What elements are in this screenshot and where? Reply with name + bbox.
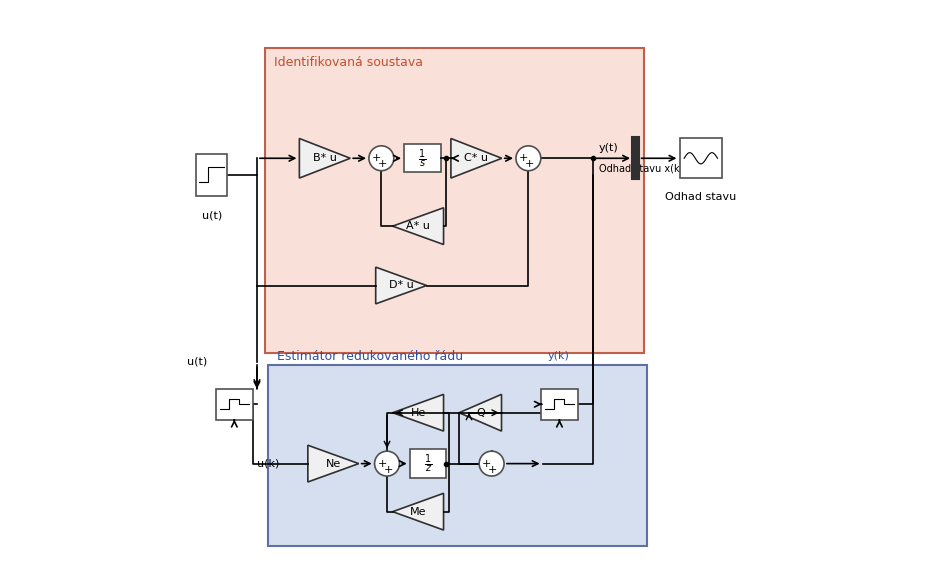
Text: C* u: C* u <box>464 153 489 163</box>
FancyBboxPatch shape <box>268 365 647 546</box>
Text: +: + <box>377 459 386 469</box>
FancyBboxPatch shape <box>680 139 722 178</box>
Circle shape <box>369 146 394 171</box>
Text: $\frac{1}{z}$: $\frac{1}{z}$ <box>424 452 432 475</box>
Polygon shape <box>459 395 502 431</box>
FancyBboxPatch shape <box>216 389 252 420</box>
Text: Estimátor redukovaného řádu: Estimátor redukovaného řádu <box>277 349 462 363</box>
Text: +: + <box>378 159 387 170</box>
FancyBboxPatch shape <box>541 389 578 420</box>
Polygon shape <box>393 208 444 244</box>
Circle shape <box>479 451 504 476</box>
Text: Q: Q <box>476 408 485 418</box>
Text: u(t): u(t) <box>188 357 207 367</box>
Text: +: + <box>384 465 393 475</box>
Text: B* u: B* u <box>313 153 337 163</box>
Polygon shape <box>451 139 502 178</box>
Text: u(t): u(t) <box>202 211 222 220</box>
Text: +: + <box>482 459 492 469</box>
Text: +: + <box>488 465 497 475</box>
Text: y(k): y(k) <box>548 351 570 361</box>
Circle shape <box>516 146 541 171</box>
Polygon shape <box>308 445 358 482</box>
Text: Odhad stavu: Odhad stavu <box>665 192 736 202</box>
Polygon shape <box>299 139 350 178</box>
Text: Me: Me <box>410 506 427 517</box>
Polygon shape <box>393 395 444 431</box>
Circle shape <box>374 451 400 476</box>
FancyBboxPatch shape <box>196 154 227 196</box>
Text: $\frac{1}{s}$: $\frac{1}{s}$ <box>418 147 427 170</box>
Polygon shape <box>376 267 427 304</box>
FancyBboxPatch shape <box>410 449 446 478</box>
Text: +: + <box>525 159 535 170</box>
Text: Identifikovaná soustava: Identifikovaná soustava <box>274 55 423 69</box>
Text: D* u: D* u <box>388 280 414 291</box>
Text: +: + <box>371 153 381 163</box>
Text: Ne: Ne <box>325 459 340 469</box>
Text: +: + <box>519 153 528 163</box>
Text: Odhad stavu x(k): Odhad stavu x(k) <box>599 163 684 174</box>
Text: A* u: A* u <box>406 221 430 231</box>
FancyBboxPatch shape <box>632 137 639 179</box>
Polygon shape <box>393 493 444 530</box>
Text: u(k): u(k) <box>257 459 280 469</box>
Text: y(t): y(t) <box>599 143 619 153</box>
FancyBboxPatch shape <box>404 144 441 172</box>
Text: He: He <box>411 408 426 418</box>
FancyBboxPatch shape <box>265 48 644 353</box>
